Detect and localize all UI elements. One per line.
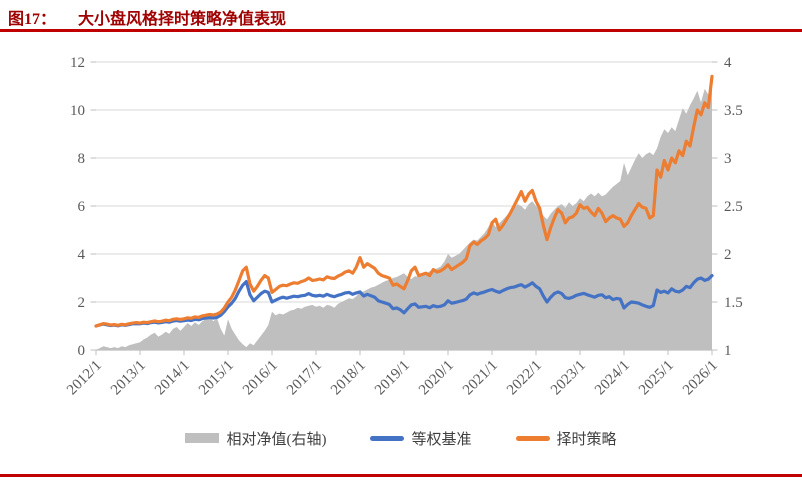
left-axis-label: 6 (78, 199, 86, 215)
figure-number: 图17： (8, 11, 57, 28)
x-axis-label: 2024/1 (592, 358, 633, 399)
right-axis-label: 1 (724, 343, 732, 359)
right-axis-label: 2.5 (724, 199, 743, 215)
strategy-line (94, 74, 714, 328)
x-axis-label: 2026/1 (680, 358, 721, 399)
benchmark-line (94, 274, 714, 328)
right-axis-label: 1.5 (724, 295, 743, 311)
left-axis-label: 12 (70, 55, 85, 71)
legend-item-timing-strategy: 择时策略 (515, 428, 617, 449)
blue-line-swatch-icon (370, 435, 405, 441)
legend-label: 择时策略 (556, 431, 617, 448)
left-axis-label: 10 (70, 103, 85, 119)
left-axis-label: 2 (78, 295, 86, 311)
x-axis-label: 2022/1 (504, 358, 545, 399)
gray-area-swatch-icon (185, 433, 220, 443)
x-axis-label: 2015/1 (196, 358, 237, 399)
legend-item-equal-weight-benchmark: 等权基准 (370, 428, 472, 449)
x-axis-label: 2017/1 (284, 358, 325, 399)
legend-item-relative-net-value: 相对净值(右轴) (185, 428, 326, 449)
x-axis-label: 2020/1 (416, 358, 457, 399)
legend-label: 等权基准 (411, 431, 472, 448)
x-axis-label: 2025/1 (636, 358, 677, 399)
title-divider-rule (0, 29, 802, 32)
right-axis-label: 2 (724, 247, 732, 263)
right-axis-label: 3.5 (724, 103, 743, 119)
right-axis-label: 4 (724, 55, 732, 71)
legend-label: 相对净值(右轴) (226, 431, 327, 448)
x-axis-label: 2013/1 (108, 358, 149, 399)
x-axis-label: 2012/1 (64, 358, 105, 399)
x-axis-label: 2019/1 (372, 358, 413, 399)
right-axis-label: 3 (724, 151, 732, 167)
x-axis-label: 2018/1 (328, 358, 369, 399)
x-axis-label: 2014/1 (152, 358, 193, 399)
chart-legend: 相对净值(右轴) 等权基准 择时策略 (0, 426, 802, 450)
left-axis-label: 0 (78, 343, 86, 359)
left-axis-label: 4 (78, 247, 86, 263)
x-axis-label: 2016/1 (240, 358, 281, 399)
figure-title: 图17： 大小盘风格择时策略净值表现 (8, 5, 286, 29)
relative-net-value-area (96, 76, 712, 351)
x-axis-label: 2021/1 (460, 358, 501, 399)
figure-title-text: 大小盘风格择时策略净值表现 (78, 11, 287, 28)
bottom-divider-rule (0, 474, 802, 477)
x-axis-label: 2023/1 (548, 358, 589, 399)
orange-line-swatch-icon (515, 435, 550, 441)
left-axis-label: 8 (78, 151, 86, 167)
